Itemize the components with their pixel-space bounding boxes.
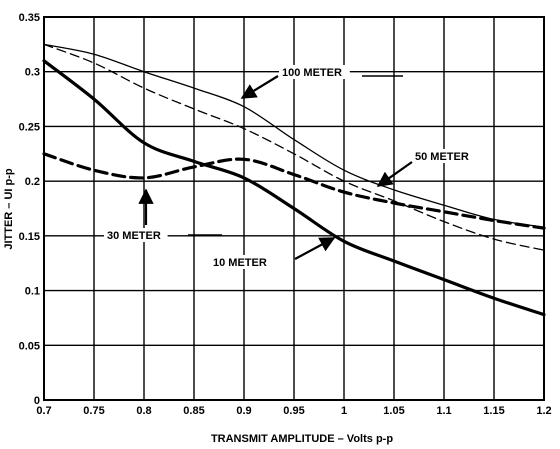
series-line-10-meter	[42, 59, 546, 317]
annotation-label-30-meter: 30 METER	[107, 230, 161, 242]
y-tick-label: 0.15	[19, 231, 40, 243]
series-group	[42, 43, 546, 317]
annotation-arrow-10-meter	[294, 237, 336, 260]
y-tick-label: 0	[34, 395, 40, 407]
y-tick-label: 0.05	[19, 340, 40, 352]
x-tick-label: 1.2	[536, 405, 551, 417]
annotations: 100 METER 50 METER 30 METER 10 METER	[104, 65, 476, 269]
x-tick-label: 0.7	[36, 405, 51, 417]
annotation-label-10-meter: 10 METER	[213, 257, 267, 269]
x-tick-label: 0.9	[236, 405, 251, 417]
y-tick-label: 0.3	[25, 67, 40, 79]
x-tick-label: 1.1	[436, 405, 451, 417]
y-axis-title: JITTER – UI p-p	[3, 168, 15, 250]
series-line-30-meter	[42, 152, 546, 230]
x-tick-label: 1.15	[483, 405, 504, 417]
annotation-label-50-meter: 50 METER	[415, 151, 469, 163]
annotation-arrow-50-meter	[376, 161, 413, 187]
tick-labels: 0.7 0.75 0.8 0.85 0.9 0.95 1 1.05 1.1 1.15 1.2 0 0.0…	[19, 12, 552, 417]
x-axis-title: TRANSMIT AMPLITUDE – Volts p-p	[211, 433, 393, 445]
series-line-100-meter	[43, 43, 545, 228]
series-line-50-meter	[43, 43, 545, 251]
x-tick-label: 0.8	[136, 405, 151, 417]
y-tick-label: 0.35	[19, 12, 40, 24]
x-tick-label: 0.95	[283, 405, 304, 417]
plot-border	[43, 16, 545, 401]
annotation-bg-50-meter	[412, 149, 476, 163]
x-tick-label: 0.75	[83, 405, 104, 417]
x-tick-label: 0.85	[183, 405, 204, 417]
annotation-bg-100-meter	[279, 65, 350, 79]
annotation-arrow-100-meter	[240, 75, 279, 99]
annotation-bg-30-meter	[104, 228, 168, 242]
plot-frame	[43, 16, 545, 401]
annotation-label-100-meter: 100 METER	[282, 67, 342, 79]
x-tick-label: 1.05	[383, 405, 404, 417]
y-tick-label: 0.1	[25, 286, 40, 298]
x-tick-label: 1	[341, 405, 347, 417]
y-tick-label: 0.25	[19, 121, 40, 133]
y-tick-label: 0.2	[25, 176, 40, 188]
annotation-bg-10-meter	[210, 255, 274, 269]
